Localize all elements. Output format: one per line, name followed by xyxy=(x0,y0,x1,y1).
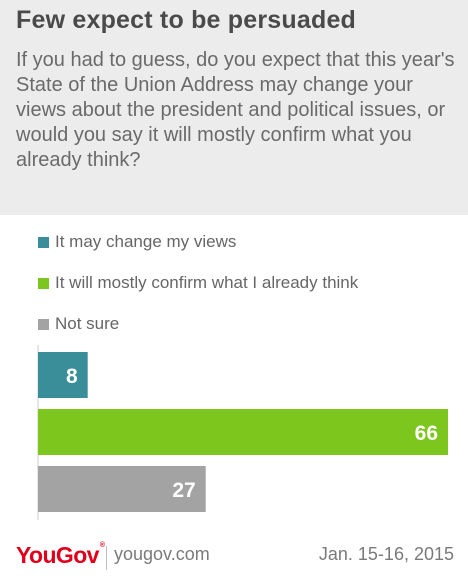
logo-text: YouGov xyxy=(16,542,99,568)
yougov-logo: YouGov® xyxy=(16,542,105,569)
data-label-not-sure: 27 xyxy=(172,479,195,502)
data-label-change: 8 xyxy=(66,365,78,388)
legend-label-confirm: It will mostly confirm what I already th… xyxy=(55,273,359,292)
chart-header: Few expect to be persuaded If you had to… xyxy=(0,0,468,215)
bar-change xyxy=(38,352,88,398)
chart-footer: YouGov® yougov.com Jan. 15-16, 2015 xyxy=(0,540,468,580)
legend-swatch-confirm xyxy=(38,278,49,289)
footer-divider xyxy=(106,546,107,570)
bar-not-sure xyxy=(38,466,206,512)
legend-label-not-sure: Not sure xyxy=(55,314,120,333)
legend-label-change: It may change my views xyxy=(55,232,237,251)
legend-swatch-not-sure xyxy=(38,319,49,330)
bar-confirm xyxy=(38,409,448,455)
chart-title: Few expect to be persuaded xyxy=(16,6,357,34)
survey-date: Jan. 15-16, 2015 xyxy=(318,544,454,564)
bar-chart: 8 66 27 xyxy=(37,345,448,520)
site-link[interactable]: yougov.com xyxy=(114,544,210,564)
chart-subtitle: If you had to guess, do you expect that … xyxy=(16,49,455,171)
logo-registered-mark: ® xyxy=(99,542,105,549)
legend-swatch-change xyxy=(38,237,49,248)
data-label-confirm: 66 xyxy=(415,422,438,445)
